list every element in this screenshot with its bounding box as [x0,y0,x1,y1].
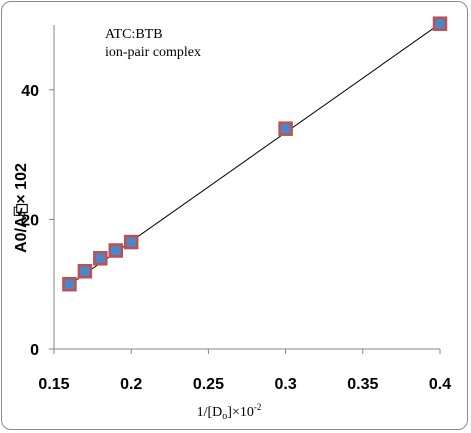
data-point [432,16,448,31]
x-label-superscript: -2 [254,402,262,412]
y-tick-label: 40 [21,83,39,100]
x-tick-label: 0.15 [38,376,69,393]
x-tick-label: 0.2 [120,376,142,393]
x-tick-label: 0.35 [347,376,378,393]
data-point [278,121,293,136]
x-tick-label: 0.25 [193,376,224,393]
x-tick-label: 0.4 [429,376,451,393]
y-tick-label: 20 [21,212,39,229]
x-label-subscript: o [222,411,227,422]
data-point [62,276,77,292]
data-point [123,234,139,250]
data-point [108,243,124,258]
tick-labels: 0.15 0.2 0.25 0.3 0.35 0.4 0 20 40 [21,83,451,393]
annotation-line-2: ion-pair complex [105,45,201,60]
x-label-prefix: 1/[D [197,405,223,420]
data-points [62,16,448,292]
y-axis-label: A0/A⎗× 102 [12,163,30,253]
x-axis-label: 1/[Do]×10-2 [197,402,262,422]
x-tick-label: 0.3 [274,376,296,393]
y-tick-label: 0 [30,342,39,359]
axes [53,25,440,350]
data-point [77,263,93,279]
data-point [93,251,108,266]
tick-marks [49,89,441,354]
x-label-middle: ]×10 [227,405,254,420]
annotation-line-1: ATC:BTB [105,27,163,42]
